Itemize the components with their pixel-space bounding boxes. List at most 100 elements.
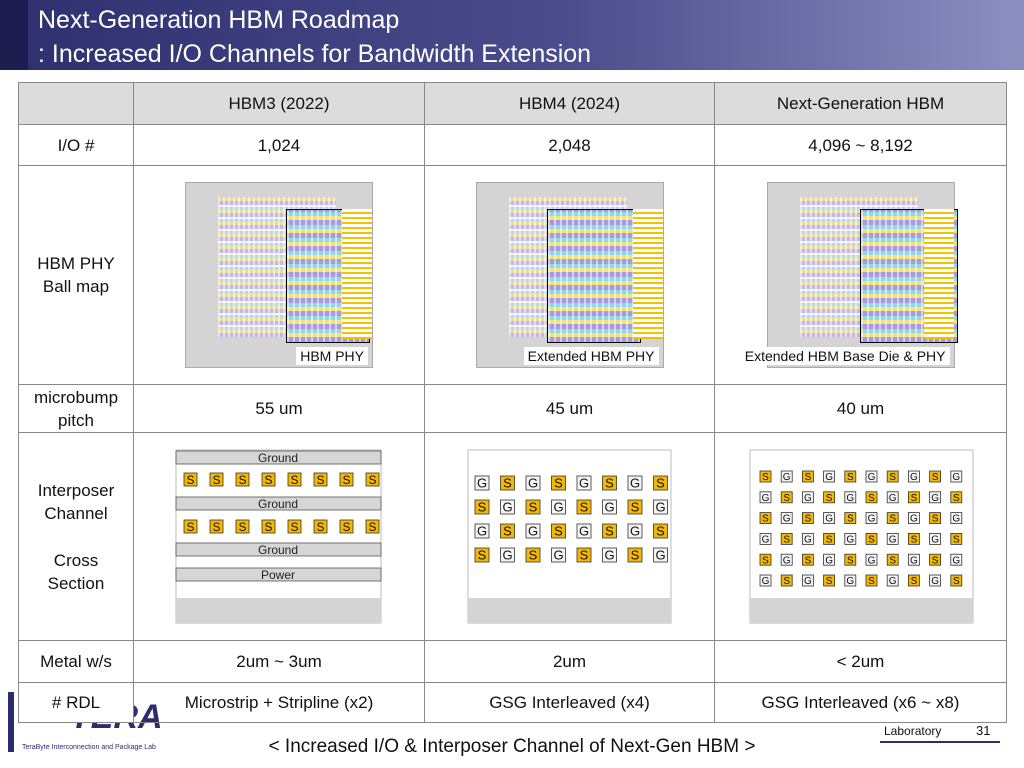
pad xyxy=(886,511,899,524)
pad-label: S xyxy=(825,576,832,587)
pad xyxy=(865,553,877,566)
cross-section: G S G S G S G SS G S G S G S GG S G S G S G SS G S G S G S G xyxy=(467,449,671,623)
table-cell: 2um xyxy=(424,640,715,683)
pad-label: G xyxy=(910,472,918,483)
ball-map-image: Extended HBM Base Die & PHY xyxy=(740,182,958,368)
pad xyxy=(759,490,771,503)
pad-label: G xyxy=(888,492,896,503)
ball-caption: HBM PHY xyxy=(296,347,368,365)
pad-label: G xyxy=(888,576,896,587)
label-line: Channel xyxy=(44,503,108,523)
pad-label: S xyxy=(825,492,832,503)
plane xyxy=(175,567,382,581)
pad-label: S xyxy=(528,547,537,562)
pad xyxy=(843,490,856,503)
pad xyxy=(601,523,617,538)
caption: < Increased I/O & Interposer Channel of … xyxy=(268,736,756,757)
pad xyxy=(209,472,224,486)
substrate xyxy=(749,597,973,623)
cross-section: Ground Ground Ground Power S S S S S S S S S S S S S S S S xyxy=(175,449,382,623)
pad-label: G xyxy=(931,576,939,587)
pad-label: S xyxy=(605,523,614,538)
pad xyxy=(550,523,566,538)
pad-label: S xyxy=(477,547,486,562)
pad-label: S xyxy=(212,472,220,486)
pad xyxy=(780,574,793,586)
label-line: Cross xyxy=(53,550,99,570)
logo-bar xyxy=(8,692,14,752)
pad xyxy=(928,470,941,482)
pad-label: G xyxy=(846,492,854,503)
pad-label: S xyxy=(846,555,853,566)
pad-label: G xyxy=(476,523,486,538)
pad-label: S xyxy=(825,534,832,545)
ball-map-image: Extended HBM PHY xyxy=(475,182,664,368)
lab-label: Laboratory xyxy=(884,724,942,738)
pad-label: S xyxy=(290,519,298,533)
pad xyxy=(339,519,354,533)
pad-label: S xyxy=(656,475,665,490)
pad xyxy=(949,532,962,545)
pad xyxy=(780,490,793,503)
table-cell: < 2um xyxy=(714,640,1007,683)
pad xyxy=(907,553,920,566)
pad-label: S xyxy=(238,472,246,486)
pad xyxy=(865,511,877,524)
pad-label: S xyxy=(477,499,486,514)
plane-label: Ground xyxy=(258,497,298,511)
pad xyxy=(652,547,668,562)
pad xyxy=(822,490,835,503)
pad xyxy=(928,532,941,545)
phy-region xyxy=(546,209,641,343)
pad-label: S xyxy=(316,519,324,533)
pad-label: G xyxy=(604,547,614,562)
table-cell: 2,048 xyxy=(424,124,715,166)
pad-label: S xyxy=(630,547,639,562)
pad xyxy=(843,470,856,482)
pad-label: G xyxy=(527,475,537,490)
table-cell: Metal w/s xyxy=(18,640,134,683)
pad xyxy=(313,519,328,533)
pad-label: S xyxy=(212,519,220,533)
pad xyxy=(949,553,962,566)
table-cell: GSG Interleaved (x4) xyxy=(424,682,715,723)
table-row: HBM PHY Ball map HBM PHY Extended HBM PHY Ex… xyxy=(18,165,1007,385)
pad xyxy=(287,472,302,486)
pad xyxy=(652,499,668,514)
table-cell: HBM3 (2022) xyxy=(133,82,425,125)
pad xyxy=(499,499,515,514)
pad xyxy=(499,475,515,490)
pad xyxy=(822,511,835,524)
pad xyxy=(235,519,250,533)
pad xyxy=(843,532,856,545)
pad xyxy=(759,532,771,545)
pad-label: G xyxy=(867,513,875,524)
pad xyxy=(865,532,877,545)
table-cell: 4,096 ~ 8,192 xyxy=(714,124,1007,166)
table-cell: # RDL xyxy=(18,682,134,723)
pad xyxy=(183,519,198,533)
table-cell: Extended HBM Base Die & PHY xyxy=(714,165,1007,385)
table-cell: Extended HBM PHY xyxy=(424,165,715,385)
pad xyxy=(843,553,856,566)
pad xyxy=(886,490,899,503)
pad xyxy=(886,470,899,482)
pad-label: G xyxy=(952,472,960,483)
table-cell: 2um ~ 3um xyxy=(133,640,425,683)
pad xyxy=(759,553,771,566)
pad-label: G xyxy=(867,555,875,566)
pad-label: S xyxy=(783,576,790,587)
plane xyxy=(175,450,382,464)
plane xyxy=(175,496,382,510)
pad-label: S xyxy=(846,513,853,524)
pad-label: G xyxy=(931,492,939,503)
plane-label: Ground xyxy=(258,451,298,465)
pad-label: S xyxy=(783,534,790,545)
pad-label: G xyxy=(553,499,563,514)
pad-label: G xyxy=(578,475,588,490)
pad-label: S xyxy=(931,555,938,566)
label-line: Ball map xyxy=(42,277,110,296)
pad-label: S xyxy=(579,547,588,562)
label-line: microbump xyxy=(33,387,119,407)
